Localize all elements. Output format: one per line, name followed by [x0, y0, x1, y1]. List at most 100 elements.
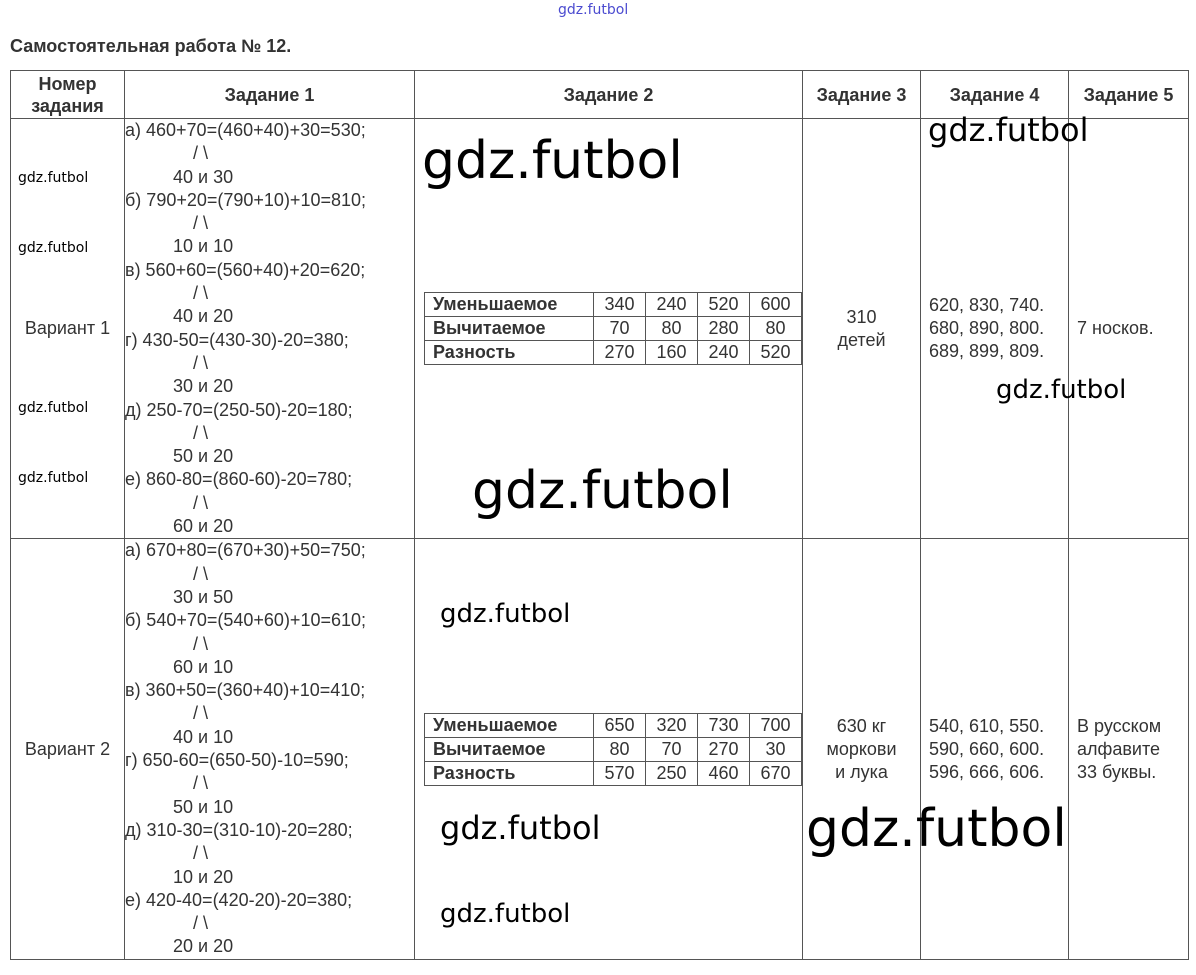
split-values: 40 и 10: [173, 726, 234, 747]
split-marker: / \: [193, 703, 209, 724]
task2-cell: Уменьшаемое 340 240 520 600 Вычитаемое 70 80 280…: [414, 117, 803, 540]
value-cell: 520: [749, 340, 802, 366]
equation: б) 540+70=(540+60)+10=610;: [125, 610, 367, 631]
value-cell: 80: [593, 736, 646, 762]
value-cell: 280: [697, 316, 750, 342]
equation: в) 560+60=(560+40)+20=620;: [125, 259, 366, 280]
split-values: 10 и 20: [173, 866, 234, 887]
value-cell: 700: [749, 712, 802, 738]
answer-line: 630 кг: [836, 715, 887, 736]
answers-table: Номер задания Задание 1 Задание 2 Задани…: [10, 70, 1189, 960]
split-values: 60 и 10: [173, 656, 234, 677]
watermark: gdz.futbol: [440, 899, 571, 929]
split-values: 10 и 10: [173, 236, 234, 257]
value-cell: 670: [749, 760, 802, 786]
subtraction-row: Разность 270 160 240 520: [424, 340, 802, 366]
split-marker: / \: [193, 352, 209, 373]
subtraction-table: Уменьшаемое 340 240 520 600 Вычитаемое 70 80 280…: [424, 292, 802, 366]
equation: а) 670+80=(670+30)+50=750;: [125, 540, 366, 561]
value-cell: 600: [749, 292, 802, 318]
task5-cell: 7 носков.: [1068, 117, 1189, 540]
subtraction-table: Уменьшаемое 650 320 730 700 Вычитаемое 80 70 270…: [424, 712, 802, 786]
watermark: gdz.futbol: [440, 809, 601, 847]
value-cell: 460: [697, 760, 750, 786]
split-marker: / \: [193, 563, 209, 584]
equation: в) 360+50=(360+40)+10=410;: [125, 680, 366, 701]
answer-line: 540, 610, 550.: [929, 715, 1045, 736]
equation: а) 460+70=(460+40)+30=530;: [125, 120, 366, 140]
equation: д) 310-30=(310-10)-20=280;: [125, 819, 353, 840]
header-cell: Номер задания: [10, 70, 125, 119]
watermark: gdz.futbol: [440, 599, 571, 629]
watermark: gdz.futbol: [422, 131, 683, 191]
task2-cell: Уменьшаемое 650 320 730 700 Вычитаемое 80 70 270…: [414, 538, 803, 960]
split-marker: / \: [193, 492, 209, 513]
variant-name: Вариант 2: [10, 538, 125, 960]
value-cell: 650: [593, 712, 646, 738]
answer-line: 7 носков.: [1077, 318, 1154, 339]
task4-cell: 620, 830, 740. 680, 890, 800. 689, 899, 80…: [920, 117, 1069, 540]
equation: е) 860-80=(860-60)-20=780;: [125, 469, 353, 490]
watermark: gdz.futbol: [558, 2, 629, 18]
watermark: gdz.futbol: [18, 470, 89, 486]
answer-line: алфавите: [1077, 738, 1161, 759]
header-cell: Задание 3: [802, 70, 921, 119]
split-marker: / \: [193, 773, 209, 794]
value-cell: 270: [593, 340, 646, 366]
variant-row: Вариант 2 а) 670+80=(670+30)+50=750; / \ 30…: [10, 538, 1189, 960]
row-label: Уменьшаемое: [424, 712, 594, 738]
value-cell: 250: [645, 760, 698, 786]
row-label: Разность: [424, 760, 594, 786]
equation: б) 790+20=(790+10)+10=810;: [125, 189, 367, 210]
task3-cell: 310 детей: [802, 117, 921, 540]
value-cell: 30: [749, 736, 802, 762]
watermark: gdz.futbol: [996, 375, 1127, 405]
split-values: 40 и 30: [173, 166, 234, 187]
header-row: Номер задания Задание 1 Задание 2 Задани…: [10, 70, 1189, 119]
split-marker: / \: [193, 422, 209, 443]
split-marker: / \: [193, 843, 209, 864]
row-label: Вычитаемое: [424, 316, 594, 342]
task4-cell: 540, 610, 550. 590, 660, 600. 596, 666, 60…: [920, 538, 1069, 960]
task3-cell: 630 кг моркови и лука: [802, 538, 921, 960]
task1-cell: а) 670+80=(670+30)+50=750; / \ 30 и 50 б) 5…: [124, 538, 415, 960]
answer-line: 620, 830, 740.: [929, 295, 1045, 316]
value-cell: 730: [697, 712, 750, 738]
value-cell: 70: [593, 316, 646, 342]
task1-cell: а) 460+70=(460+40)+30=530; / \ 40 и 30 б) 7…: [124, 117, 415, 540]
watermark: gdz.futbol: [928, 111, 1089, 149]
answer-line: моркови: [826, 738, 897, 759]
subtraction-row: Уменьшаемое 340 240 520 600: [424, 292, 802, 318]
answer-line: 596, 666, 606.: [929, 761, 1045, 782]
task5-cell: В русском алфавите 33 буквы.: [1068, 538, 1189, 960]
equation: д) 250-70=(250-50)-20=180;: [125, 399, 353, 420]
answer-line: детей: [837, 329, 886, 350]
split-values: 40 и 20: [173, 306, 234, 327]
header-cell: Задание 5: [1068, 70, 1189, 119]
subtraction-row: Вычитаемое 80 70 270 30: [424, 736, 802, 762]
variant-name: Вариант 1: [10, 117, 125, 540]
split-marker: / \: [193, 143, 209, 164]
answer-line: В русском: [1077, 715, 1162, 736]
header-cell: Задание 4: [920, 70, 1069, 119]
split-values: 20 и 20: [173, 936, 234, 957]
equation: г) 430-50=(430-30)-20=380;: [125, 329, 349, 350]
split-values: 50 и 20: [173, 446, 234, 467]
split-marker: / \: [193, 633, 209, 654]
split-values: 30 и 20: [173, 376, 234, 397]
value-cell: 160: [645, 340, 698, 366]
value-cell: 570: [593, 760, 646, 786]
watermark: gdz.futbol: [472, 461, 733, 521]
value-cell: 270: [697, 736, 750, 762]
split-values: 60 и 20: [173, 516, 234, 537]
watermark: gdz.futbol: [18, 400, 89, 416]
split-marker: / \: [193, 913, 209, 934]
answer-line: 33 буквы.: [1077, 761, 1157, 782]
header-cell: Задание 2: [414, 70, 803, 119]
value-cell: 240: [645, 292, 698, 318]
watermark: gdz.futbol: [18, 240, 89, 256]
split-marker: / \: [193, 213, 209, 234]
value-cell: 340: [593, 292, 646, 318]
answer-line: и лука: [835, 761, 888, 782]
